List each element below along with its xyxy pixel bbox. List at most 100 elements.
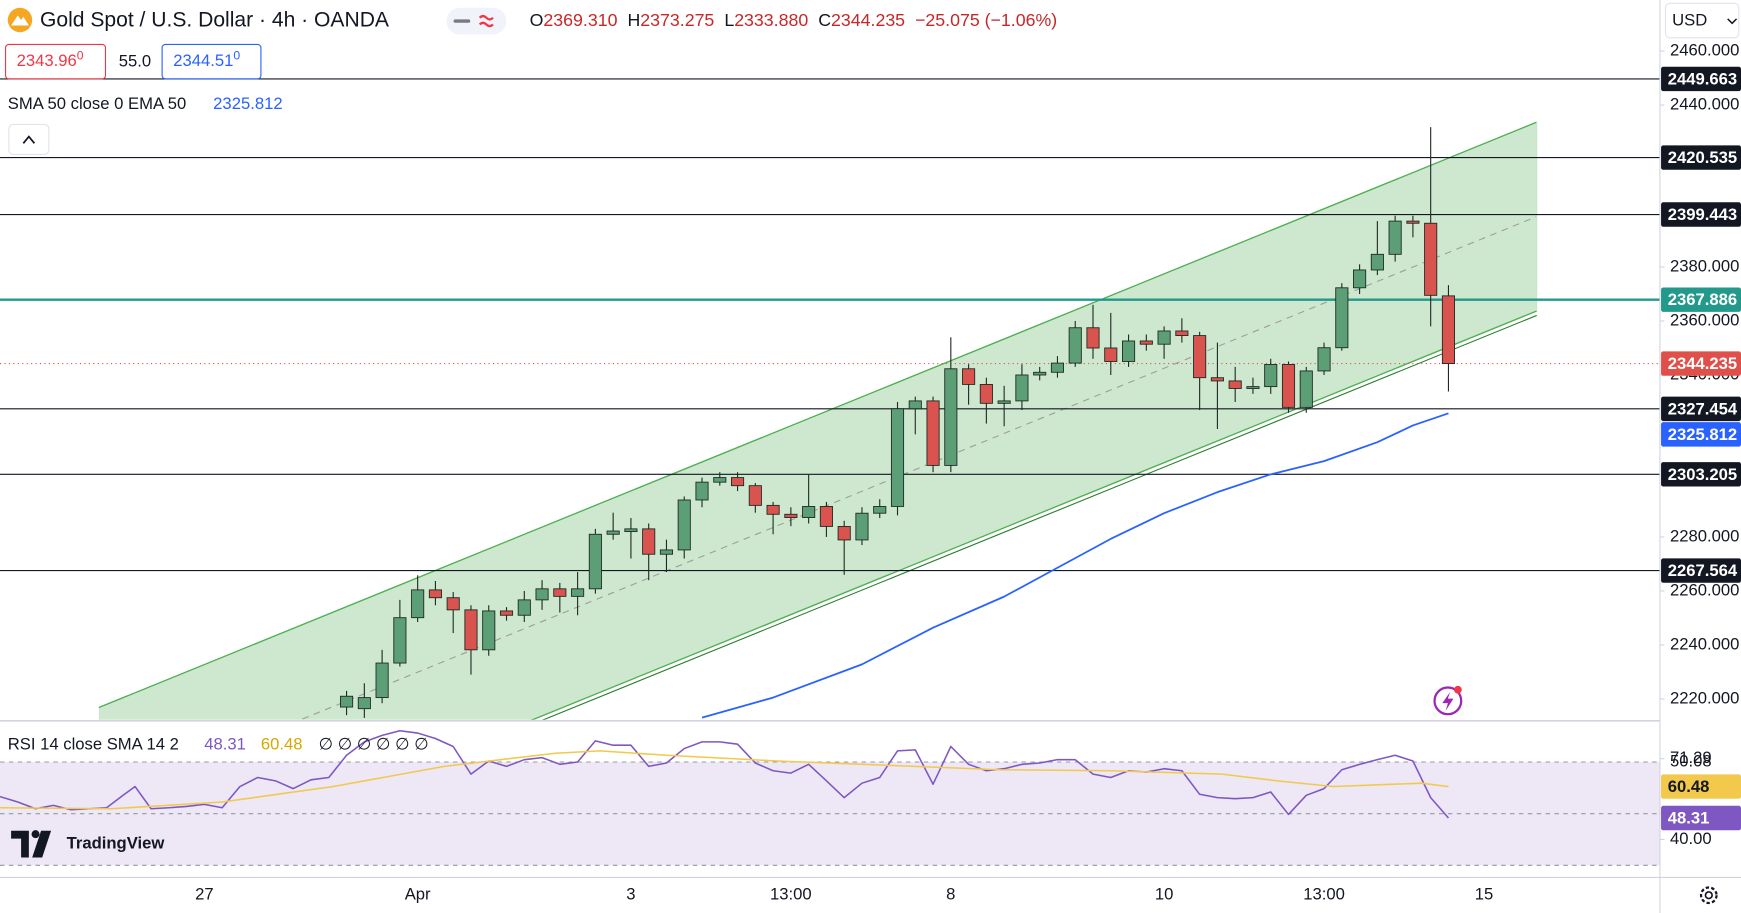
buy-box[interactable]: [161, 43, 262, 80]
currency-select[interactable]: [1664, 2, 1740, 39]
candle-body: [855, 512, 869, 541]
candle-body: [1015, 374, 1029, 402]
symbol-title: Gold Spot / U.S. Dollar · 4h · OANDA: [40, 9, 390, 32]
currency-label: USD: [1672, 10, 1707, 29]
symbol-icon-shape: [11, 15, 29, 26]
price-tag: [1661, 462, 1741, 487]
ohlc-readout: O2369.310 H2373.275 L2333.880 C2344.235 −25.…: [530, 10, 1058, 30]
candle-body: [1424, 222, 1438, 296]
candle-body: [677, 499, 691, 551]
alert-bolt: [1442, 691, 1454, 711]
rsi-line: [0, 729, 1450, 819]
x-tick-label: 15: [1475, 885, 1494, 904]
candle-body: [926, 400, 940, 466]
x-tick-label: Apr: [405, 885, 431, 904]
rsi-value: 48.31: [204, 735, 246, 754]
ohlc-label: L: [724, 10, 734, 30]
candle-body: [1068, 327, 1082, 364]
candle-body: [624, 528, 638, 533]
candle-body: [446, 597, 460, 611]
logo-mark: [32, 830, 52, 858]
price-tag-label: 2399.443: [1668, 205, 1737, 224]
x-tick-label: 13:00: [1303, 885, 1345, 904]
candle-body: [340, 695, 354, 708]
alert-icon[interactable]: [1433, 685, 1463, 716]
status-pill[interactable]: [446, 7, 507, 35]
candle-body: [748, 485, 762, 506]
indicator-value: 2325.812: [213, 94, 282, 113]
ohlc-value: 2373.275: [640, 10, 714, 30]
candle-body: [1246, 386, 1260, 389]
price-tags: 2449.663 2420.535 2399.443 2367.886 2344.235…: [1661, 66, 1741, 831]
candle-body: [1441, 295, 1456, 364]
candle-body: [588, 533, 602, 590]
price-tag-label: 2267.564: [1668, 561, 1738, 580]
price-tag: [1661, 287, 1741, 312]
ohlc-value: 2369.310: [543, 10, 617, 30]
candle-body: [606, 530, 620, 535]
candle-body: [1299, 370, 1313, 408]
candle-body: [819, 506, 833, 527]
candle-body: [766, 504, 780, 515]
sell-box[interactable]: [4, 43, 107, 80]
candle-body: [571, 588, 585, 597]
candle-body: [375, 662, 389, 699]
y-tick-label: 2380.000: [1670, 256, 1739, 275]
price-tag-label: 2367.886: [1668, 290, 1737, 309]
rsi-line: [0, 750, 1449, 810]
collapse-button[interactable]: [8, 123, 50, 155]
settings-button[interactable]: [1699, 886, 1718, 905]
collapse-icon: [22, 135, 36, 144]
ohlc-label: H: [627, 10, 640, 30]
candle-body: [873, 506, 887, 514]
y-tick-label: 2440.000: [1670, 94, 1739, 113]
candle-body: [499, 610, 514, 616]
candle-body: [659, 549, 674, 555]
rsi-legend: RSI 14 close SMA 14 2: [8, 735, 179, 754]
candle-body: [1157, 330, 1171, 345]
price-tag-label: 2325.812: [1668, 425, 1737, 444]
candle-body: [1033, 371, 1047, 376]
axes: 27 Apr 3 13:00 8 10 13:00 15 2460.000 2440.000 238…: [195, 40, 1739, 903]
indicator-legend: SMA 50 close 0 EMA 50: [8, 94, 187, 113]
candle-body: [962, 368, 976, 385]
price-tag: [1661, 422, 1741, 447]
candle-body: [695, 481, 709, 501]
y-tick-label: 2260.000: [1670, 580, 1739, 599]
price-tag: [1661, 351, 1741, 376]
y-tick-label: 2280.000: [1670, 526, 1739, 545]
candle-body: [944, 368, 958, 466]
candle-body: [517, 599, 531, 616]
x-tick-label: 27: [195, 885, 214, 904]
price-tag-label: 48.31: [1668, 809, 1710, 828]
buy-price: 2344.510: [173, 49, 240, 71]
ohlc-change: −25.075 (−1.06%): [915, 10, 1057, 30]
candle-body: [802, 506, 816, 518]
candle-body: [393, 617, 407, 664]
price-tag-label: 60.48: [1668, 777, 1710, 796]
candle-body: [1317, 347, 1331, 372]
currency-chevron: [1727, 18, 1738, 25]
y-tick-label: 40.00: [1670, 829, 1712, 848]
logo-text: TradingView: [67, 834, 165, 853]
candle-body: [979, 383, 993, 404]
candle-body: [784, 513, 798, 518]
status-icon: [478, 15, 494, 28]
price-tag-label: 2303.205: [1668, 465, 1737, 484]
ohlc-label: C: [818, 10, 831, 30]
candle-body: [1086, 327, 1100, 349]
candle-body: [357, 697, 371, 710]
price-tag: [1661, 558, 1741, 583]
x-tick-label: 10: [1155, 885, 1174, 904]
logo-mark: [11, 830, 29, 858]
price-tag-label: 2449.663: [1668, 69, 1737, 88]
ohlc-label: O: [530, 10, 544, 30]
sell-price-pip: 0: [77, 49, 84, 63]
price-pane: [0, 78, 1660, 720]
settings-gear: [1699, 886, 1718, 905]
x-tick-label: 13:00: [770, 885, 812, 904]
y-tick-label: 2240.000: [1670, 634, 1739, 653]
sell-price: 2343.960: [17, 49, 84, 71]
